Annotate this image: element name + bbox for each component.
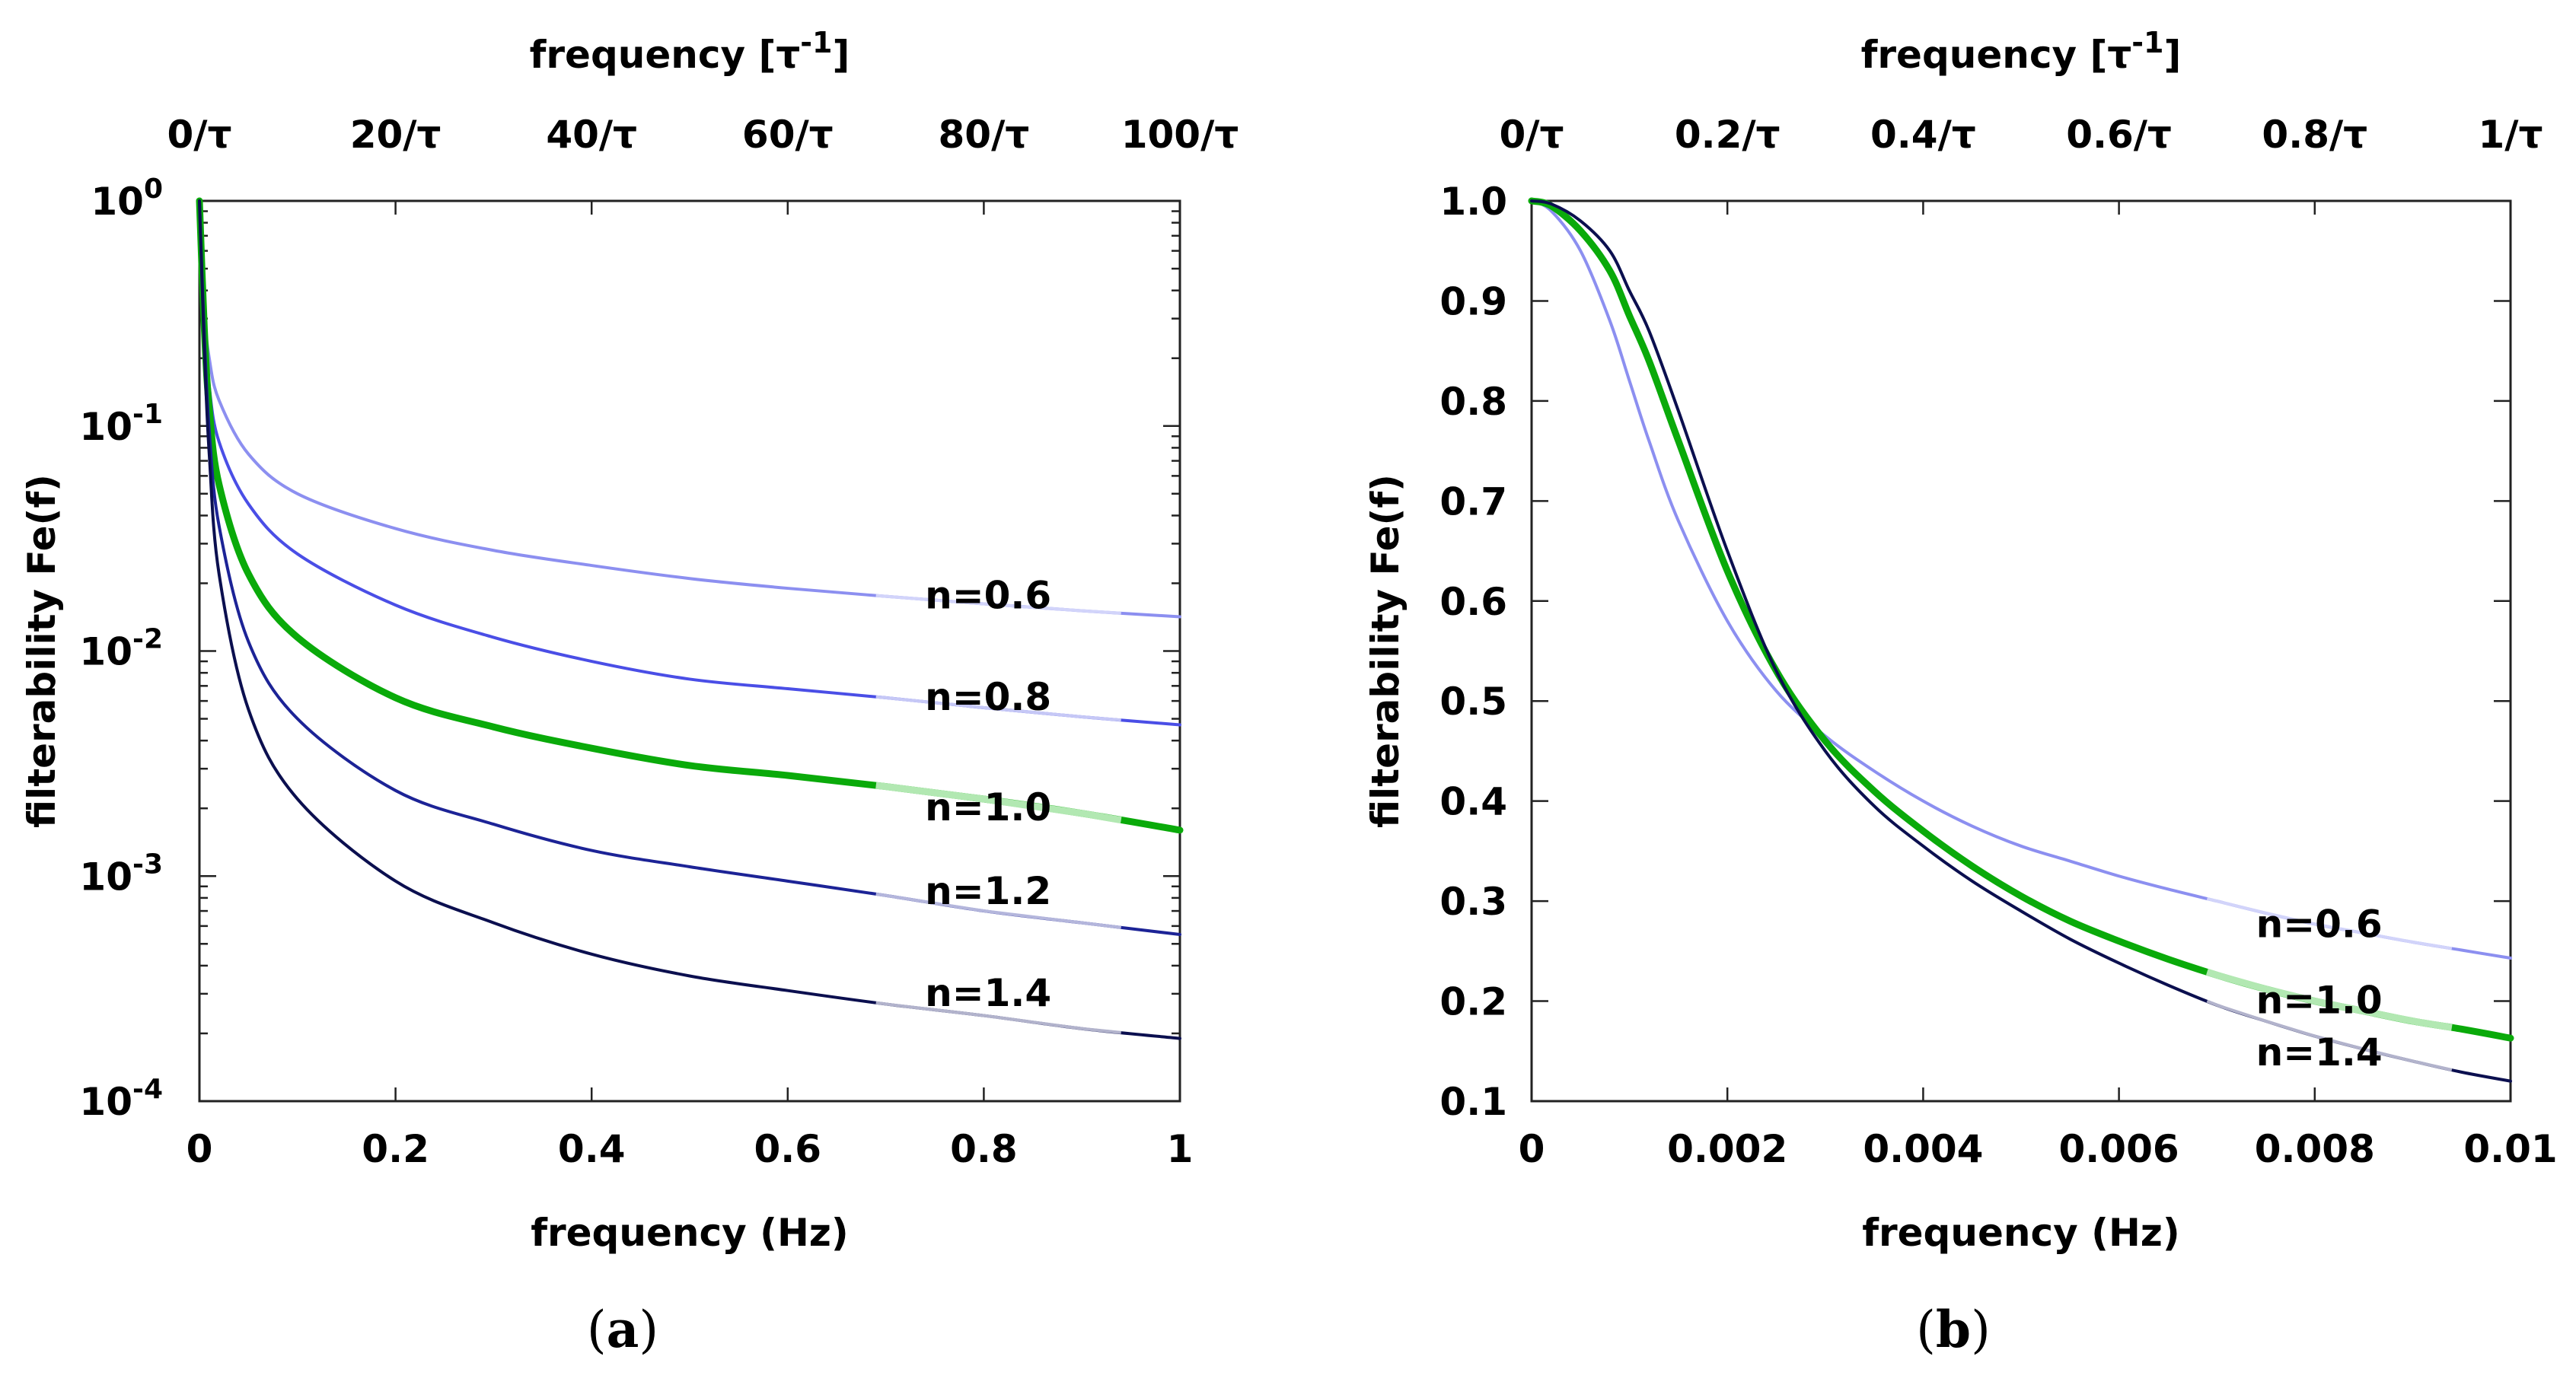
- x-axis-label: frequency (Hz): [1862, 1211, 2180, 1255]
- top-tick-label: 0/τ: [167, 113, 232, 157]
- chart-panel-a: 0 0.2 0.4 0.6 0.8 1 0/τ 20/τ 40/τ 60/τ 80/τ 100/τ 10…: [20, 26, 1239, 1359]
- y-tick-label: 0.8: [1439, 380, 1507, 424]
- y-tick-label: 0.7: [1439, 479, 1507, 524]
- series-label-gap-n=0.8: [875, 695, 1121, 722]
- top-tick-label: 0.8/τ: [2262, 113, 2367, 157]
- series-label-n=1.4: n=1.4: [2256, 1030, 2383, 1075]
- panel-caption: (b): [1916, 1300, 1991, 1359]
- series-label-gap-n=0.6: [2206, 897, 2453, 950]
- x-axis-label: frequency (Hz): [531, 1211, 849, 1255]
- series-label-gap-n=0.6: [875, 594, 1121, 615]
- series-label-n=0.6: n=0.6: [2256, 903, 2383, 947]
- y-tick-label: 0.6: [1439, 580, 1507, 624]
- x-tick-label: 0: [187, 1127, 213, 1171]
- y-tick-label: 0.5: [1439, 680, 1507, 724]
- top-tick-label: 100/τ: [1121, 113, 1239, 157]
- top-tick-label: 0.4/τ: [1870, 113, 1976, 157]
- y-tick-label: 10-1: [79, 399, 163, 449]
- y-tick-label: 0.4: [1439, 780, 1507, 824]
- series-label-gap-n=1.2: [875, 892, 1121, 929]
- x-tick-label: 0.008: [2255, 1127, 2375, 1171]
- panel-caption: (a): [587, 1300, 658, 1359]
- series-label-gap-n=1.0: [2205, 968, 2453, 1031]
- series-label-gap-n=1.0: [875, 782, 1122, 824]
- top-tick-label: 80/τ: [939, 113, 1030, 157]
- series-label-n=1.4: n=1.4: [925, 971, 1051, 1015]
- top-tick-label: 20/τ: [350, 113, 442, 157]
- top-tick-label: 60/τ: [742, 113, 834, 157]
- y-axis-label: filterability Fe(f): [20, 474, 64, 828]
- series-label-gap-n=1.4: [875, 1001, 1121, 1034]
- x-tick-label: 0.6: [754, 1127, 822, 1171]
- top-tick-label: 0.2/τ: [1675, 113, 1781, 157]
- x-tick-label: 1: [1167, 1127, 1194, 1171]
- top-axis-label: frequency [τ-1]: [530, 26, 850, 77]
- y-tick-label: 1.0: [1439, 180, 1507, 224]
- series-label-n=1.2: n=1.2: [925, 869, 1051, 913]
- chart-panel-b: 0 0.002 0.004 0.006 0.008 0.01 0/τ 0.2/τ 0.4/τ 0.…: [1363, 26, 2558, 1359]
- x-tick-label: 0.006: [2059, 1127, 2179, 1171]
- top-tick-label: 1/τ: [2479, 113, 2543, 157]
- top-tick-label: 40/τ: [546, 113, 637, 157]
- top-tick-label: 0/τ: [1500, 113, 1564, 157]
- top-tick-label: 0.6/τ: [2066, 113, 2172, 157]
- top-axis-label: frequency [τ-1]: [1861, 26, 2182, 77]
- x-tick-label: 0.004: [1863, 1127, 1983, 1171]
- y-tick-label: 100: [91, 174, 163, 224]
- series-label-n=1.0: n=1.0: [925, 785, 1051, 829]
- plot-frame: [1530, 199, 2512, 1103]
- y-tick-label: 10-3: [79, 849, 163, 899]
- y-tick-label: 10-4: [79, 1074, 163, 1124]
- x-tick-label: 0.4: [558, 1127, 626, 1171]
- series-label-n=0.6: n=0.6: [925, 574, 1051, 618]
- y-tick-label: 0.2: [1439, 980, 1507, 1024]
- series-label-gap-n=1.4: [2206, 999, 2453, 1071]
- x-tick-label: 0.01: [2463, 1127, 2557, 1171]
- x-tick-label: 0.8: [950, 1127, 1018, 1171]
- y-tick-label: 0.1: [1439, 1080, 1507, 1124]
- x-tick-label: 0: [1519, 1127, 1545, 1171]
- y-tick-label: 10-2: [79, 624, 163, 674]
- y-tick-label: 0.3: [1439, 880, 1507, 924]
- y-tick-label: 0.9: [1439, 279, 1507, 323]
- series-label-n=0.8: n=0.8: [925, 675, 1051, 719]
- x-tick-label: 0.002: [1667, 1127, 1787, 1171]
- series-label-n=1.0: n=1.0: [2256, 979, 2383, 1023]
- y-axis-label: filterability Fe(f): [1363, 474, 1408, 828]
- x-tick-label: 0.2: [362, 1127, 429, 1171]
